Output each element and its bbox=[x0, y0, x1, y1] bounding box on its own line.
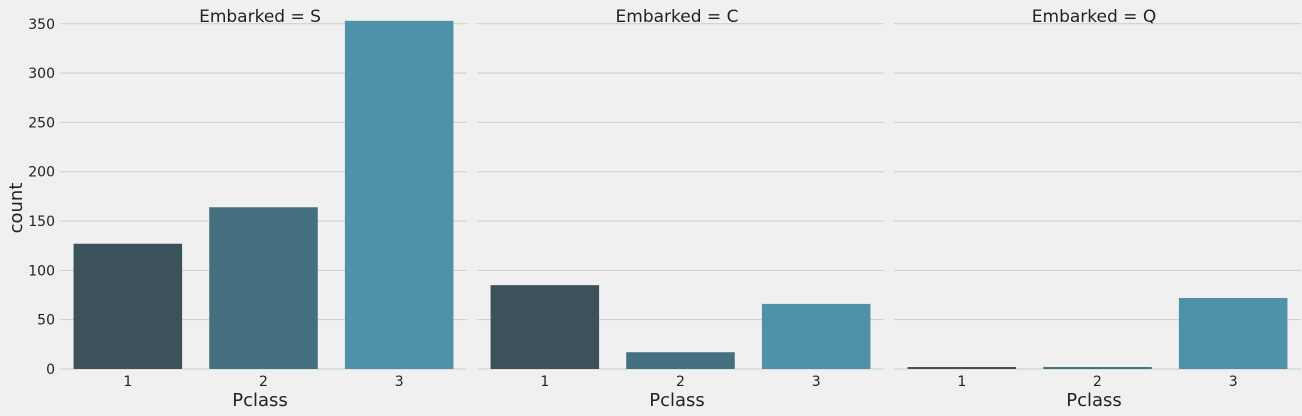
y-tick-label-350: 350 bbox=[28, 17, 55, 33]
panel-C: Embarked = C 1 2 3 bbox=[477, 7, 884, 390]
panel-title-C: Embarked = C bbox=[616, 7, 739, 27]
bar-C-2 bbox=[626, 352, 735, 369]
x-tick-label-S-3: 3 bbox=[395, 374, 404, 390]
y-tick-label-100: 100 bbox=[28, 263, 55, 279]
x-tick-label-C-2: 2 bbox=[676, 374, 685, 390]
x-tick-label-Q-1: 1 bbox=[957, 374, 966, 390]
x-tick-label-Q-2: 2 bbox=[1093, 374, 1102, 390]
bar-S-3 bbox=[344, 20, 454, 369]
x-axis-label-C: Pclass bbox=[649, 390, 705, 411]
x-tick-label-Q-3: 3 bbox=[1229, 374, 1238, 390]
bar-C-1 bbox=[490, 285, 600, 369]
panel-title-Q: Embarked = Q bbox=[1032, 7, 1156, 27]
panel-Q: Embarked = Q 1 2 3 bbox=[894, 7, 1301, 390]
bar-S-2 bbox=[209, 207, 318, 369]
y-tick-label-200: 200 bbox=[28, 165, 55, 181]
x-tick-label-C-3: 3 bbox=[812, 374, 821, 390]
x-tick-label-S-2: 2 bbox=[259, 374, 268, 390]
y-tick-label-150: 150 bbox=[28, 214, 55, 230]
y-tick-label-250: 250 bbox=[28, 115, 55, 131]
x-axis-label-S: Pclass bbox=[232, 390, 288, 411]
bar-S-1 bbox=[73, 243, 183, 369]
bar-C-3 bbox=[761, 303, 871, 369]
panel-S: Embarked = S 0 50 100 150 200 250 300 350 1 2 3 bbox=[28, 7, 467, 390]
x-tick-label-C-1: 1 bbox=[540, 374, 549, 390]
y-tick-label-50: 50 bbox=[37, 313, 55, 329]
bar-Q-3 bbox=[1178, 297, 1288, 369]
y-axis-label: count bbox=[6, 183, 27, 234]
panel-title-S: Embarked = S bbox=[199, 7, 321, 27]
y-tick-label-300: 300 bbox=[28, 66, 55, 82]
y-tick-label-0: 0 bbox=[46, 362, 55, 378]
bar-Q-2 bbox=[1043, 367, 1152, 369]
bar-Q-1 bbox=[907, 367, 1017, 369]
x-axis-label-Q: Pclass bbox=[1066, 390, 1122, 411]
x-tick-label-S-1: 1 bbox=[123, 374, 132, 390]
